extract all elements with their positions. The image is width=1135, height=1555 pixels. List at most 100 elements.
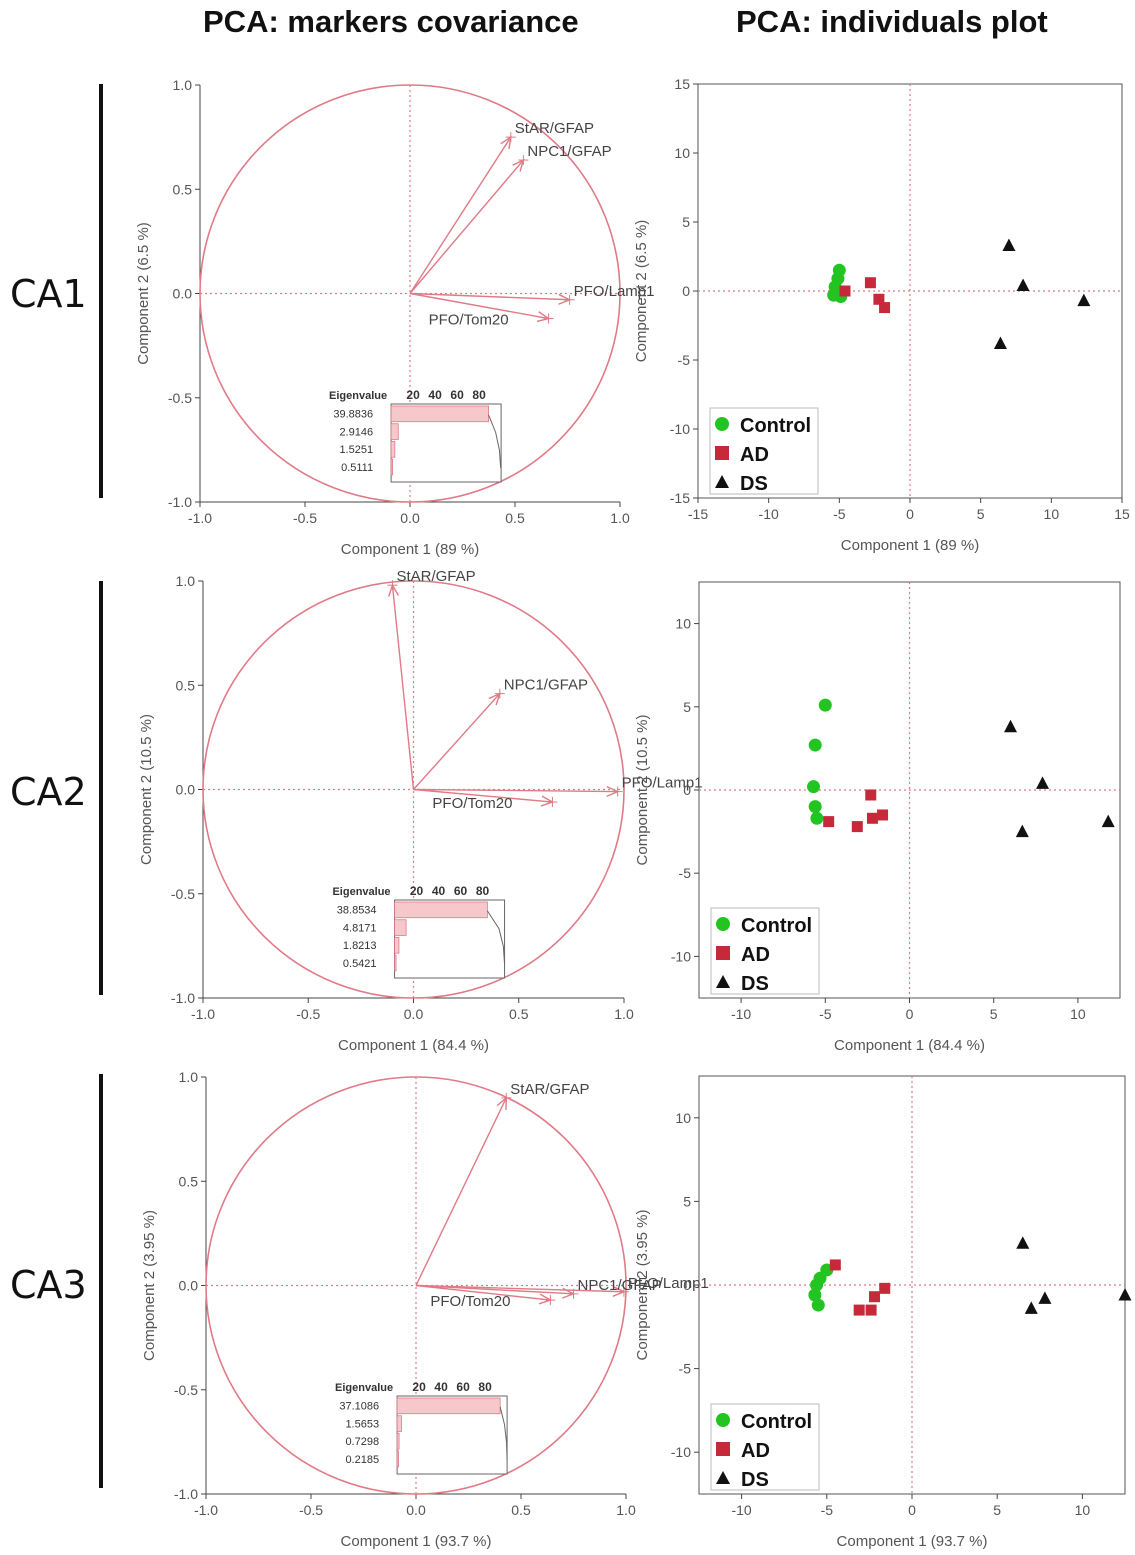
x-tick-label: 0.0 [400,510,420,526]
x-tick-label: 0.0 [406,1502,426,1518]
eigen-value-label: 1.8213 [343,940,377,952]
y-tick-label: 1.0 [173,77,193,93]
legend-label-ds: DS [741,973,769,995]
x-tick-label: 15 [1114,506,1130,522]
legend-label-ds: DS [740,473,768,495]
y-tick-label: -5 [679,865,692,881]
y-tick-label: -1.0 [171,990,195,1006]
x-axis-label: Component 1 (93.7 %) [837,1533,988,1550]
vector-label: StAR/GFAP [396,568,475,585]
y-tick-label: 0.5 [173,181,193,197]
eigen-value-label: 0.5421 [343,958,377,970]
legend-label-ad: AD [741,944,770,966]
x-tick-label: -10 [731,1006,751,1022]
correlation-circle [202,580,625,999]
eigen-header: Eigenvalue [332,886,390,898]
x-tick-label: -1.0 [188,510,212,526]
point-control [810,811,824,825]
x-axis-label: Component 1 (84.4 %) [834,1037,985,1054]
x-tick-label: 10 [1070,1006,1086,1022]
y-tick-label: 10 [675,1110,691,1126]
legend-marker-ad [716,1442,730,1456]
vector-label: PFO/Tom20 [430,1293,510,1310]
legend-marker-ds [716,975,730,988]
x-tick-label: 0.0 [404,1006,424,1022]
x-axis-label: Component 1 (84.4 %) [338,1037,489,1054]
legend-marker-ds [716,1471,730,1484]
y-tick-label: -15 [670,490,690,506]
y-tick-label: -5 [678,352,691,368]
eigen-tick-label: 40 [432,884,446,898]
legend-marker-control [716,1413,730,1427]
y-tick-label: 0 [683,782,691,798]
point-ds [1024,1301,1038,1314]
eigen-value-label: 1.5653 [345,1418,379,1430]
vector-label: StAR/GFAP [510,1081,589,1098]
y-tick-label: -1.0 [168,494,192,510]
eigen-value-label: 37.1086 [339,1401,379,1413]
row-label-ca1: CA1 [10,272,87,316]
eigen-bar [390,458,394,476]
y-tick-label: 15 [674,76,690,92]
y-tick-label: 10 [674,145,690,161]
legend-marker-control [715,417,729,431]
point-ds [1118,1288,1132,1301]
x-tick-label: 1.0 [610,510,630,526]
loading-vector [409,292,570,301]
eigen-value-label: 39.8836 [333,409,373,421]
y-tick-label: 1.0 [179,1069,199,1085]
legend-label-ds: DS [741,1469,769,1491]
x-tick-label: 1.0 [614,1006,634,1022]
x-tick-label: -10 [759,506,779,522]
legend-marker-ad [716,946,730,960]
x-tick-label: -0.5 [299,1502,323,1518]
x-tick-label: -5 [821,1502,834,1518]
y-axis-label: Component 2 (3.95 %) [634,1210,651,1361]
point-ds [1002,238,1016,251]
x-tick-label: 0 [906,1006,914,1022]
y-tick-label: 0.0 [179,1278,199,1294]
plot-0: -1.0 -0.5 0.0 0.5 1.0 -1.0 -0.5 0.0 0.5 1.0 Compon… [135,77,654,558]
vector-label: NPC1/GFAP [527,143,611,160]
point-ad [865,1304,877,1316]
point-ds [1036,776,1050,789]
loading-vector [412,693,501,790]
point-ds [1038,1291,1052,1304]
left-column-title: PCA: markers covariance [203,4,579,39]
point-ad [851,821,863,833]
point-ad [829,1259,841,1271]
x-tick-label: 0 [908,1502,916,1518]
y-tick-label: -10 [670,421,690,437]
right-column-title: PCA: individuals plot [736,4,1048,39]
eigen-tick-label: 20 [410,884,424,898]
y-tick-label: -0.5 [174,1382,198,1398]
row-divider-ca3 [99,1074,103,1488]
y-tick-label: 0 [683,1277,691,1293]
y-axis-label: Component 2 (10.5 %) [138,714,155,865]
point-ad [877,809,889,821]
eigen-tick-label: 80 [478,1380,492,1394]
x-axis-label: Component 1 (89 %) [341,541,479,558]
point-ad [853,1304,865,1316]
vector-label: PFO/Tom20 [429,312,509,329]
plot-4: -1.0 -0.5 0.0 0.5 1.0 -1.0 -0.5 0.0 0.5 1.0 Compon… [141,1069,709,1550]
legend-label-control: Control [741,915,812,937]
eigen-bar [396,1450,400,1468]
vector-label: NPC1/GFAP [578,1277,662,1294]
eigen-header: Eigenvalue [335,1382,393,1394]
point-ad [864,277,876,289]
row-divider-ca2 [99,581,103,995]
loading-vector [415,1284,574,1295]
x-tick-label: -0.5 [293,510,317,526]
eigen-value-label: 38.8534 [337,905,377,917]
eigen-tick-label: 60 [450,388,464,402]
point-control [807,780,821,794]
row-label-ca2: CA2 [10,770,87,814]
eigen-cumulative-curve [486,910,506,965]
y-axis-label: Component 2 (10.5 %) [634,715,651,866]
point-ds [1015,824,1029,838]
eigen-value-label: 0.5111 [341,462,373,474]
y-tick-label: 0.0 [173,286,193,302]
eigen-tick-label: 20 [412,1380,426,1394]
y-axis-label: Component 2 (6.5 %) [135,222,152,365]
